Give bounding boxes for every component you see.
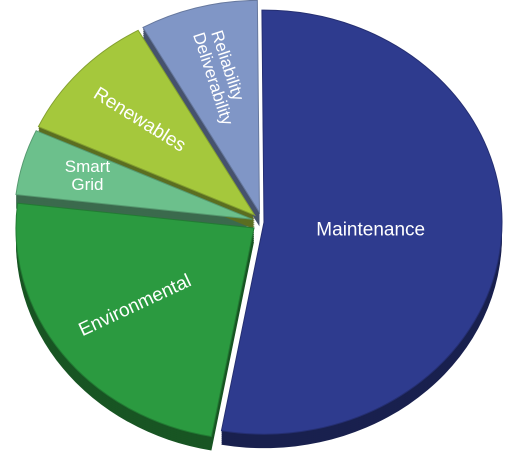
slice-label: Smart Grid	[64, 157, 111, 194]
slice	[142, 0, 260, 215]
slice	[15, 202, 255, 438]
slice	[37, 29, 256, 217]
slice-label: Maintenance	[316, 219, 425, 240]
slice	[15, 130, 253, 220]
slice	[220, 9, 503, 435]
label-group: Smart Grid	[64, 157, 111, 194]
label-box: Smart Grid	[64, 157, 111, 194]
